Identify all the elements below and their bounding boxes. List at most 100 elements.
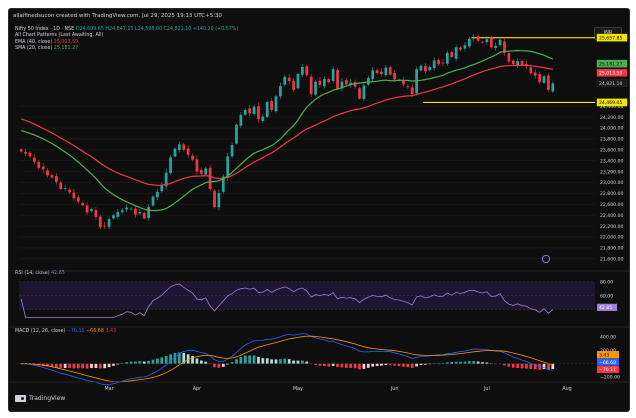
macd-histogram-bar bbox=[248, 355, 252, 364]
chart-canvas[interactable]: 24,400.00 24,200.00 24,000.00 23,800.00 23,6… bbox=[9, 9, 629, 411]
candle-body bbox=[485, 39, 489, 43]
macd-badge bbox=[597, 365, 619, 374]
macd-badge bbox=[597, 358, 619, 366]
macd-signal-value: −66.68 bbox=[86, 329, 104, 334]
macd-histogram-bar bbox=[265, 358, 269, 364]
candle-body bbox=[94, 210, 98, 217]
candle-body bbox=[529, 67, 533, 73]
time-axis: Mar Apr May Jun Jul Aug bbox=[9, 270, 629, 392]
time-axis-label: Jun bbox=[390, 386, 399, 392]
macd-pane: 400.00 200.00 −200.00 3.43 −66.68−70.11 bbox=[19, 333, 620, 386]
candle-body bbox=[50, 175, 54, 178]
candle-body bbox=[147, 207, 150, 219]
candle-body bbox=[134, 208, 137, 215]
candle-body bbox=[103, 225, 107, 227]
alert-icon bbox=[542, 254, 551, 263]
candle-body bbox=[472, 37, 476, 39]
candle-body bbox=[279, 86, 282, 97]
price-badge-label: 25,657.85 bbox=[599, 35, 622, 41]
candle-body bbox=[243, 110, 247, 115]
candle-body bbox=[116, 211, 120, 217]
candle-body bbox=[28, 152, 32, 157]
candle-body bbox=[538, 74, 541, 83]
rsi-value: 42.85 bbox=[51, 271, 65, 276]
chart-legend: Nifty 50 Index · 1D · NSE O24,609.65 H24… bbox=[15, 27, 238, 53]
macd-histogram-bar bbox=[511, 363, 515, 368]
candle-body bbox=[547, 75, 550, 90]
candle-body bbox=[19, 149, 23, 152]
candle-body bbox=[72, 192, 76, 199]
candle-body bbox=[476, 36, 480, 41]
candle-body bbox=[296, 74, 300, 89]
price-badge-label: 24,469.05 bbox=[599, 100, 622, 106]
macd-histogram-bar bbox=[120, 363, 124, 364]
price-tick-label: 23,000.00 bbox=[600, 180, 623, 186]
candle-body bbox=[41, 166, 45, 170]
candle-body bbox=[98, 216, 102, 228]
rsi-line bbox=[20, 283, 554, 318]
macd-histogram-bar bbox=[432, 363, 436, 364]
macd-histogram-bar bbox=[441, 363, 445, 364]
candle-body bbox=[542, 76, 546, 83]
macd-histogram-bar bbox=[112, 363, 115, 366]
price-tick-label: 22,600.00 bbox=[600, 202, 623, 208]
ema-line bbox=[20, 64, 553, 186]
macd-histogram-bar bbox=[287, 359, 291, 364]
candle-body bbox=[230, 144, 234, 157]
macd-histogram-bar bbox=[525, 363, 528, 369]
candle-body bbox=[24, 151, 27, 154]
macd-histogram-bar bbox=[213, 363, 216, 368]
candle-body bbox=[424, 65, 427, 72]
price-tick-label: 21,600.00 bbox=[600, 257, 623, 263]
macd-legend[interactable]: MACD (12, 26, close) −70.11 −66.68 3.43 bbox=[15, 329, 116, 334]
macd-histogram-bar bbox=[402, 363, 405, 367]
candle-body bbox=[551, 83, 555, 92]
legend-ema[interactable]: EMA (40, close) bbox=[15, 39, 53, 45]
macd-histogram-bar bbox=[283, 358, 287, 364]
candle-body bbox=[419, 65, 423, 71]
rsi-legend[interactable]: RSI (14, close) 42.85 bbox=[15, 271, 65, 276]
candle-body bbox=[120, 210, 124, 213]
macd-histogram-bar bbox=[169, 354, 172, 364]
macd-histogram-bar bbox=[454, 361, 458, 364]
candle-body bbox=[186, 148, 190, 155]
macd-histogram-bar bbox=[177, 352, 181, 364]
chart-window: allaifinedsucon created with TradingView… bbox=[8, 8, 630, 412]
macd-histogram-bar bbox=[516, 363, 520, 369]
macd-histogram-bar bbox=[406, 363, 410, 368]
candle-body bbox=[459, 47, 462, 50]
macd-histogram-bar bbox=[331, 363, 335, 366]
candle-body bbox=[520, 60, 524, 66]
macd-histogram-bar bbox=[103, 363, 107, 369]
price-tick-label: 24,000.00 bbox=[600, 126, 623, 132]
macd-histogram-bar bbox=[410, 363, 414, 369]
legend-symbol[interactable]: Nifty 50 Index · 1D · NSE bbox=[15, 27, 75, 32]
legend-sma-value: 25,181.27 bbox=[53, 46, 79, 52]
macd-histogram-bar bbox=[336, 363, 339, 368]
macd-histogram-bar bbox=[261, 358, 265, 364]
legend-patterns[interactable]: All Chart Patterns (Last Awaiting, All) bbox=[15, 33, 104, 39]
macd-histogram-bar bbox=[358, 363, 361, 370]
price-tick-label: 24,200.00 bbox=[600, 115, 623, 121]
macd-histogram-bar bbox=[520, 363, 524, 369]
candle-body bbox=[199, 169, 203, 174]
macd-histogram-bar bbox=[199, 360, 203, 364]
candle-body bbox=[85, 205, 89, 213]
price-tick-label: 22,400.00 bbox=[600, 213, 623, 219]
macd-histogram-bar bbox=[151, 359, 155, 364]
candle-body bbox=[309, 76, 313, 95]
sma-line bbox=[21, 49, 554, 212]
macd-histogram-bar bbox=[318, 363, 322, 366]
macd-histogram-bar bbox=[68, 363, 71, 369]
macd-histogram-bar bbox=[437, 363, 440, 364]
legend-sma[interactable]: SMA (20, close) bbox=[15, 46, 53, 52]
candle-body bbox=[76, 197, 80, 202]
macd-histogram-bar bbox=[371, 363, 375, 367]
candle-body bbox=[441, 62, 445, 64]
macd-histogram-bar bbox=[542, 363, 546, 370]
macd-histogram-bar bbox=[322, 363, 326, 366]
macd-histogram-bar bbox=[384, 363, 388, 365]
price-tick-label: 23,200.00 bbox=[600, 169, 623, 175]
macd-histogram-bar bbox=[428, 363, 432, 365]
